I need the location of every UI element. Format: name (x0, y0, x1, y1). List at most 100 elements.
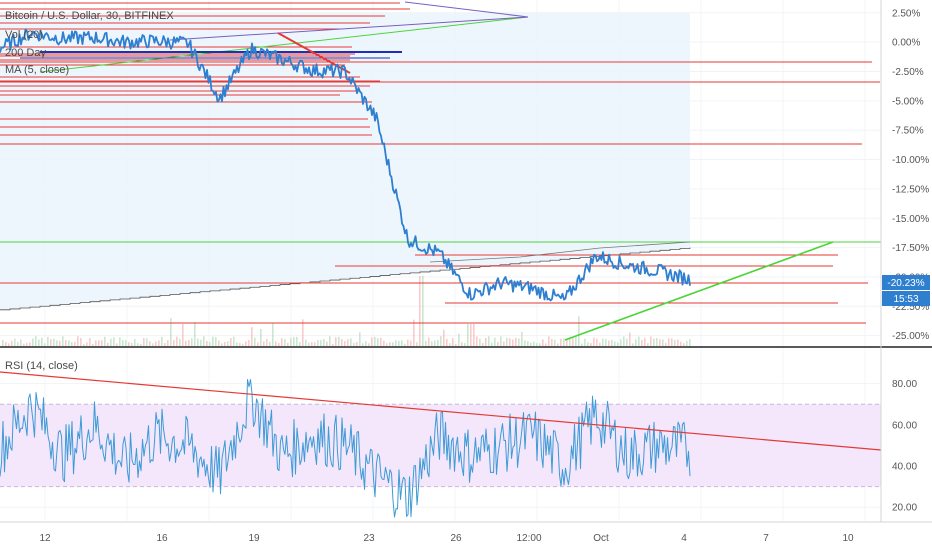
volume-bar (128, 342, 130, 346)
volume-bar (41, 337, 43, 346)
volume-bar (611, 339, 613, 346)
volume-bar (47, 336, 49, 346)
volume-bar (191, 338, 193, 346)
time-axis-label: 19 (248, 533, 260, 544)
volume-bar (581, 343, 583, 346)
sma-200-line[interactable] (0, 247, 691, 311)
volume-bar (125, 340, 127, 346)
price-series[interactable] (0, 28, 691, 302)
volume-bar (116, 343, 118, 346)
countdown-label: 15:53 (893, 294, 918, 305)
volume-bar (509, 338, 511, 346)
sma-legend[interactable]: 200 Day (5, 47, 46, 59)
volume-bar (101, 340, 103, 346)
volume-bar (530, 342, 532, 346)
volume-bar (686, 340, 688, 346)
volume-bar (383, 340, 385, 346)
volume-bar (14, 338, 16, 346)
purple-fan-line[interactable] (169, 16, 529, 41)
time-axis-label: 12:00 (516, 533, 541, 544)
volume-bar (494, 337, 496, 346)
volume-bar (440, 336, 442, 346)
volume-bar (413, 319, 415, 346)
volume-bar (449, 343, 451, 346)
time-axis-label: 4 (681, 533, 687, 544)
volume-bar (173, 340, 175, 346)
volume-bar (575, 336, 577, 346)
volume-bar (641, 339, 643, 346)
volume-bar (557, 343, 559, 346)
volume-bar (221, 343, 223, 346)
purple-fan-line[interactable] (404, 1, 529, 18)
price-tick-label: 0.00% (892, 38, 920, 49)
volume-bar (476, 336, 478, 346)
volume-bar (167, 340, 169, 346)
price-tick-label: -12.50% (892, 184, 929, 195)
price-tick-label: -5.00% (892, 96, 924, 107)
volume-bar (23, 343, 25, 346)
volume-bar (656, 337, 658, 346)
green-fan-line[interactable] (39, 16, 529, 73)
rsi-trendline[interactable] (0, 371, 882, 451)
volume-bar (77, 336, 79, 346)
drawing-tools[interactable] (0, 1, 881, 341)
volume-bar (293, 337, 295, 346)
price-tick-label: 2.50% (892, 8, 920, 19)
volume-bar (314, 342, 316, 346)
volume-bar (38, 339, 40, 346)
rsi-line[interactable] (0, 379, 691, 518)
rsi-series[interactable] (0, 379, 691, 518)
volume-bar (200, 339, 202, 346)
time-axis-label: 10 (842, 533, 854, 544)
volume-bar (605, 339, 607, 346)
volume-bar (365, 341, 367, 346)
volume-bar (269, 341, 271, 346)
volume-bar (539, 343, 541, 346)
green-trendline[interactable] (564, 241, 834, 341)
volume-bar (287, 342, 289, 346)
rsi-legend[interactable]: RSI (14, close) (5, 360, 78, 372)
price-line[interactable] (0, 28, 691, 302)
volume-bar (239, 342, 241, 346)
volume-bar (677, 339, 679, 346)
volume-bar (668, 338, 670, 346)
volume-bar (545, 343, 547, 346)
ma-legend[interactable]: MA (5, close) (5, 64, 69, 76)
volume-bar (689, 339, 691, 346)
symbol-legend[interactable]: Bitcoin / U.S. Dollar, 30, BITFINEX (5, 10, 174, 22)
volume-bar (341, 339, 343, 346)
volume-bar (614, 341, 616, 346)
volume-bar (344, 341, 346, 346)
volume-bar (437, 339, 439, 346)
volume-bar (599, 342, 601, 346)
time-axis[interactable]: 12 16 19 23 26 12:00 Oct 4 7 10 (39, 533, 854, 544)
volume-bar (104, 336, 106, 346)
ma-line[interactable] (429, 241, 691, 263)
volume-bar (335, 337, 337, 346)
volume-bars (2, 276, 691, 346)
volume-bar (53, 338, 55, 346)
volume-bar (638, 336, 640, 346)
volume-bar (533, 341, 535, 346)
rsi-pane[interactable] (0, 371, 882, 518)
volume-bar (194, 322, 196, 346)
volume-bar (80, 338, 82, 346)
rsi-axis[interactable]: 80.00 60.00 40.00 20.00 (892, 379, 917, 514)
volume-bar (446, 338, 448, 346)
volume-bar (92, 343, 94, 346)
volume-bar (209, 342, 211, 346)
volume-bar (110, 338, 112, 346)
volume-bar (608, 340, 610, 346)
time-axis-label: Oct (593, 533, 609, 544)
volume-bar (122, 340, 124, 346)
volume-bar (86, 342, 88, 346)
price-pane[interactable] (0, 0, 881, 521)
volume-bar (584, 338, 586, 346)
volume-bar (140, 343, 142, 346)
volume-bar (368, 343, 370, 346)
volume-bar (311, 342, 313, 346)
volume-bar (515, 337, 517, 346)
volume-bar (257, 342, 259, 346)
volume-legend[interactable]: Vol (20) (5, 29, 43, 41)
